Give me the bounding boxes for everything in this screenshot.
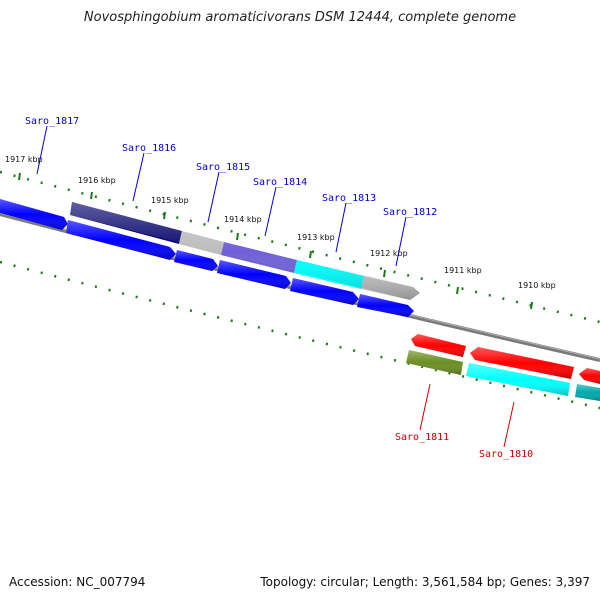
reverse-gene-row <box>406 350 600 401</box>
gene-shade <box>575 384 600 401</box>
gene-label-saro-1813[interactable]: Saro_1813 <box>322 193 376 204</box>
forward-gene-row <box>0 199 420 300</box>
gene-shade <box>406 350 463 375</box>
gene-label-saro-1812[interactable]: Saro_1812 <box>383 207 437 218</box>
gene-label-saro-1810[interactable]: Saro_1810 <box>479 449 533 460</box>
gene-label-saro-1817[interactable]: Saro_1817 <box>25 116 79 127</box>
inner-row-shade <box>66 220 414 317</box>
gene-label-saro-1815[interactable]: Saro_1815 <box>196 162 250 173</box>
kbp-label-1914: 1914 kbp <box>224 215 262 224</box>
topology-text: Topology: circular; Length: 3,561,584 bp… <box>260 575 590 589</box>
gene-shade <box>466 363 570 396</box>
reverse-leader-lines <box>419 383 515 448</box>
gene-label-saro-1814[interactable]: Saro_1814 <box>253 177 307 188</box>
kbp-label-1910: 1910 kbp <box>518 281 556 290</box>
gene-row-shade <box>70 202 420 300</box>
kbp-label-1915: 1915 kbp <box>151 196 189 205</box>
kbp-label-1913: 1913 kbp <box>297 233 335 242</box>
gene-shade <box>0 199 68 230</box>
forward-leader-lines <box>36 125 407 267</box>
kbp-major-ticks <box>18 172 533 310</box>
kbp-label-1916: 1916 kbp <box>78 176 116 185</box>
red-row-shade <box>411 334 600 384</box>
kbp-label-1912: 1912 kbp <box>370 249 408 258</box>
gene-label-saro-1816[interactable]: Saro_1816 <box>122 143 176 154</box>
gene-label-saro-1811[interactable]: Saro_1811 <box>395 432 449 443</box>
inner-tick-ring <box>0 260 600 410</box>
accession-text: Accession: NC_007794 <box>9 575 146 589</box>
kbp-label-1917: 1917 kbp <box>5 155 43 164</box>
kbp-label-1911: 1911 kbp <box>444 266 482 275</box>
map-title: Novosphingobium aromaticivorans DSM 1244… <box>83 10 517 25</box>
outer-tick-ring <box>0 170 600 324</box>
